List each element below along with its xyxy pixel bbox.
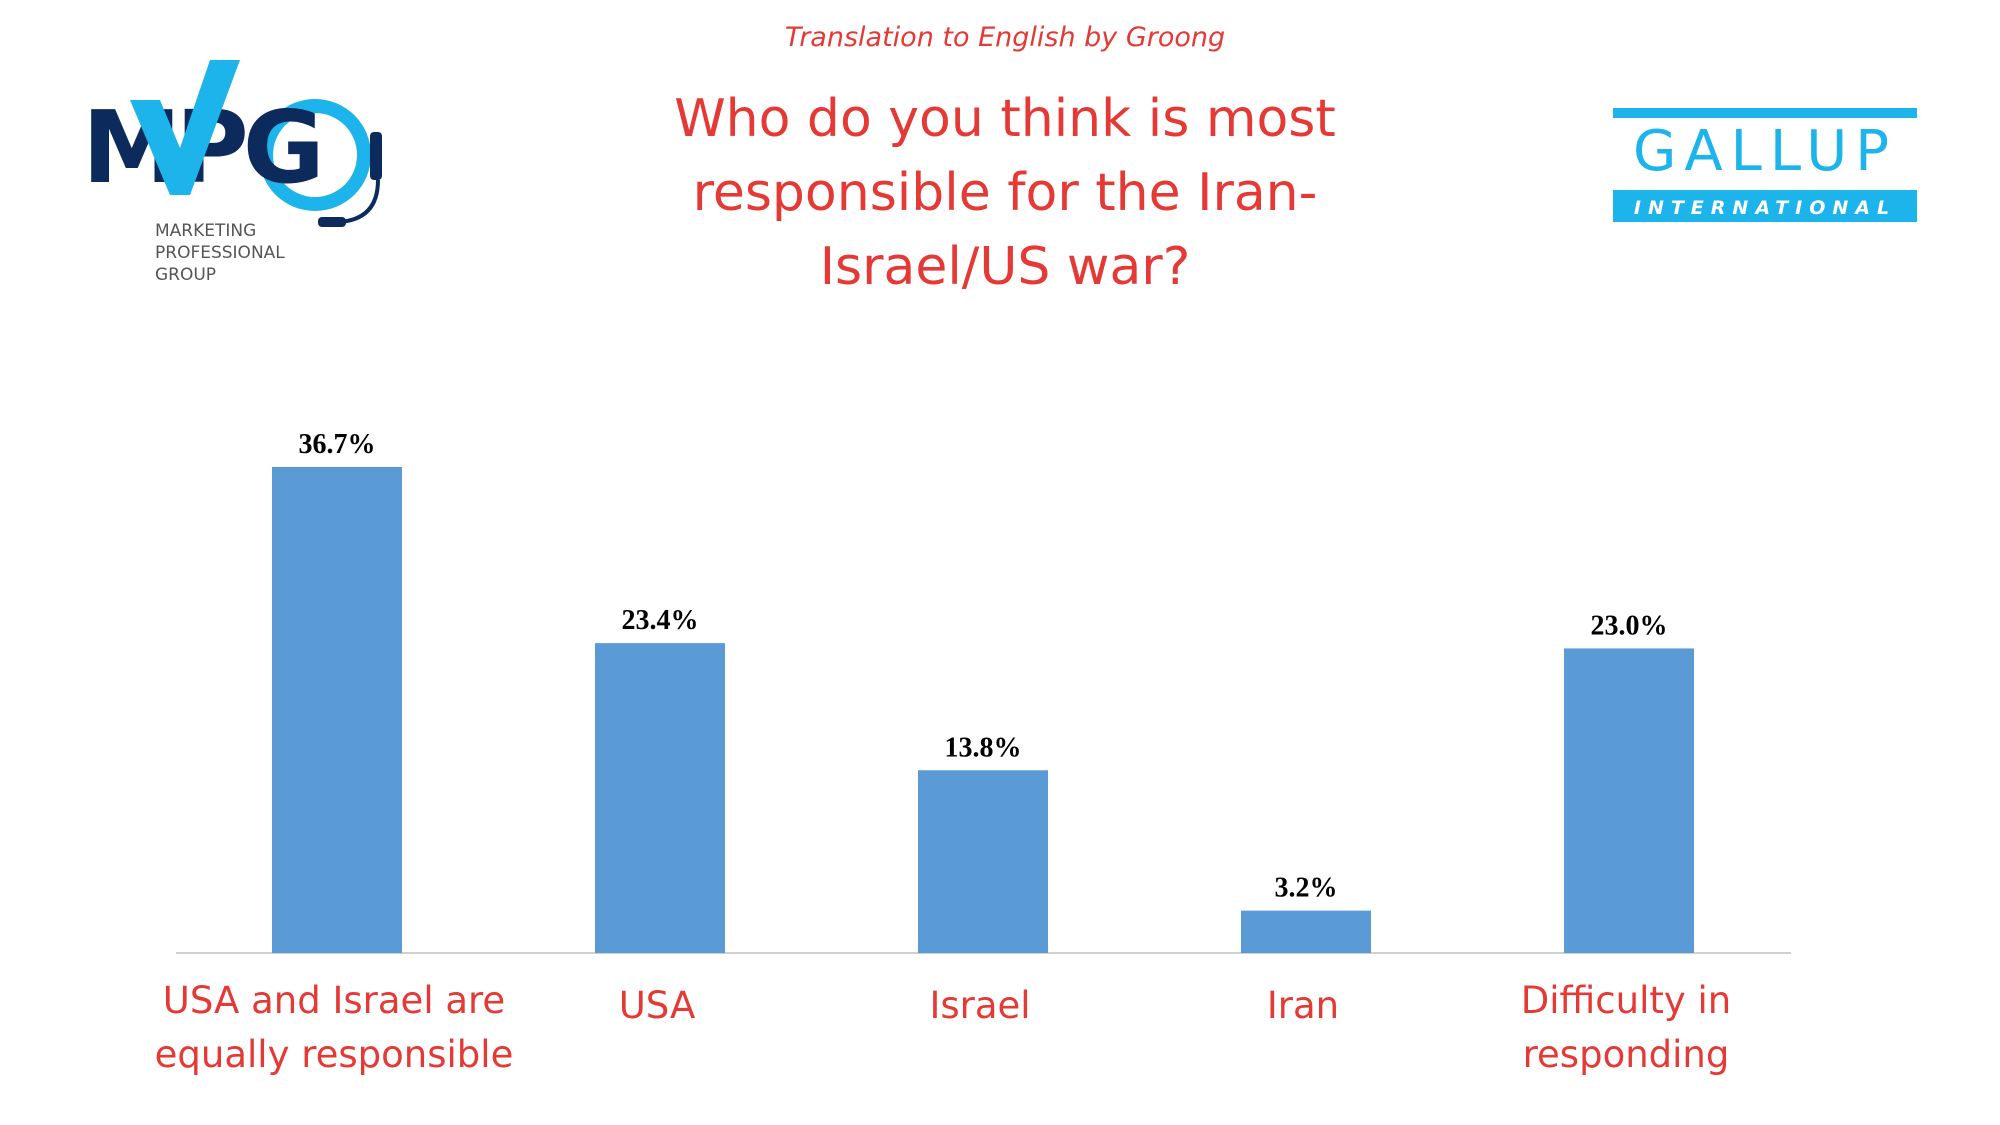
value-label: 23.4%: [622, 605, 699, 636]
category-label: USA: [619, 984, 696, 1027]
category-label: Iran: [1267, 984, 1339, 1027]
gallup-logo-text: GALLUP: [1633, 119, 1897, 184]
bar: [595, 643, 725, 953]
bar: [918, 770, 1048, 953]
translation-note: Translation to English by Groong: [784, 22, 1226, 53]
bar: [1241, 910, 1371, 953]
value-label: 13.8%: [945, 732, 1022, 763]
gallup-international-logo: GALLUP INTERNATIONAL: [1613, 108, 1917, 222]
mpg-subtext: MARKETING: [155, 221, 256, 241]
category-label: Israel: [929, 984, 1030, 1027]
mpg-logo: MPG MARKETING PROFESSIONAL GROUP: [82, 60, 382, 285]
gallup-subtext: INTERNATIONAL: [1634, 197, 1896, 219]
value-label: 23.0%: [1591, 610, 1668, 641]
category-label: equally responsible: [155, 1033, 514, 1076]
category-label: USA and Israel are: [163, 979, 505, 1022]
mpg-subtext: GROUP: [155, 265, 216, 285]
category-label: responding: [1523, 1033, 1730, 1076]
mpg-subtext: PROFESSIONAL: [155, 243, 285, 263]
value-label: 3.2%: [1275, 873, 1338, 904]
chart-title: Who do you think is most responsible for…: [674, 89, 1336, 297]
category-label: Difficulty in: [1521, 979, 1732, 1022]
bar: [272, 467, 402, 953]
bar: [1564, 648, 1694, 953]
value-label: 36.7%: [299, 429, 376, 460]
